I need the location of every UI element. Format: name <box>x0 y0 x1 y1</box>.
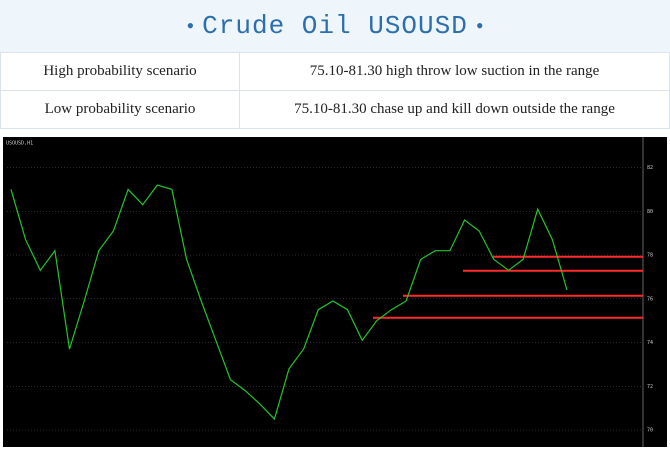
y-tick-label: 72 <box>647 384 653 390</box>
row: Low probability scenario 75.10-81.30 chas… <box>0 90 670 129</box>
y-tick-label: 76 <box>647 296 653 302</box>
scenario-table: High probability scenario 75.10-81.30 hig… <box>0 52 670 129</box>
y-tick-label: 82 <box>647 165 653 171</box>
title: Crude Oil USOUSD <box>202 11 468 41</box>
row: High probability scenario 75.10-81.30 hig… <box>0 52 670 91</box>
y-tick-label: 70 <box>647 428 653 434</box>
cell: 75.10-81.30 chase up and kill down outsi… <box>239 90 670 129</box>
chart-background <box>3 137 667 447</box>
price-line <box>10 184 568 421</box>
cell: 75.10-81.30 high throw low suction in th… <box>239 52 670 91</box>
y-tick-label: 78 <box>647 253 653 259</box>
cell: High probability scenario <box>0 52 240 91</box>
cell: Low probability scenario <box>0 90 240 129</box>
header: Crude Oil USOUSD <box>0 0 670 52</box>
chart: USOUSD,H1 70 72 74 76 78 80 82 <box>3 137 667 447</box>
y-tick-label: 74 <box>647 340 653 346</box>
chart-title: USOUSD,H1 <box>6 141 33 147</box>
y-tick-label: 80 <box>647 209 653 215</box>
